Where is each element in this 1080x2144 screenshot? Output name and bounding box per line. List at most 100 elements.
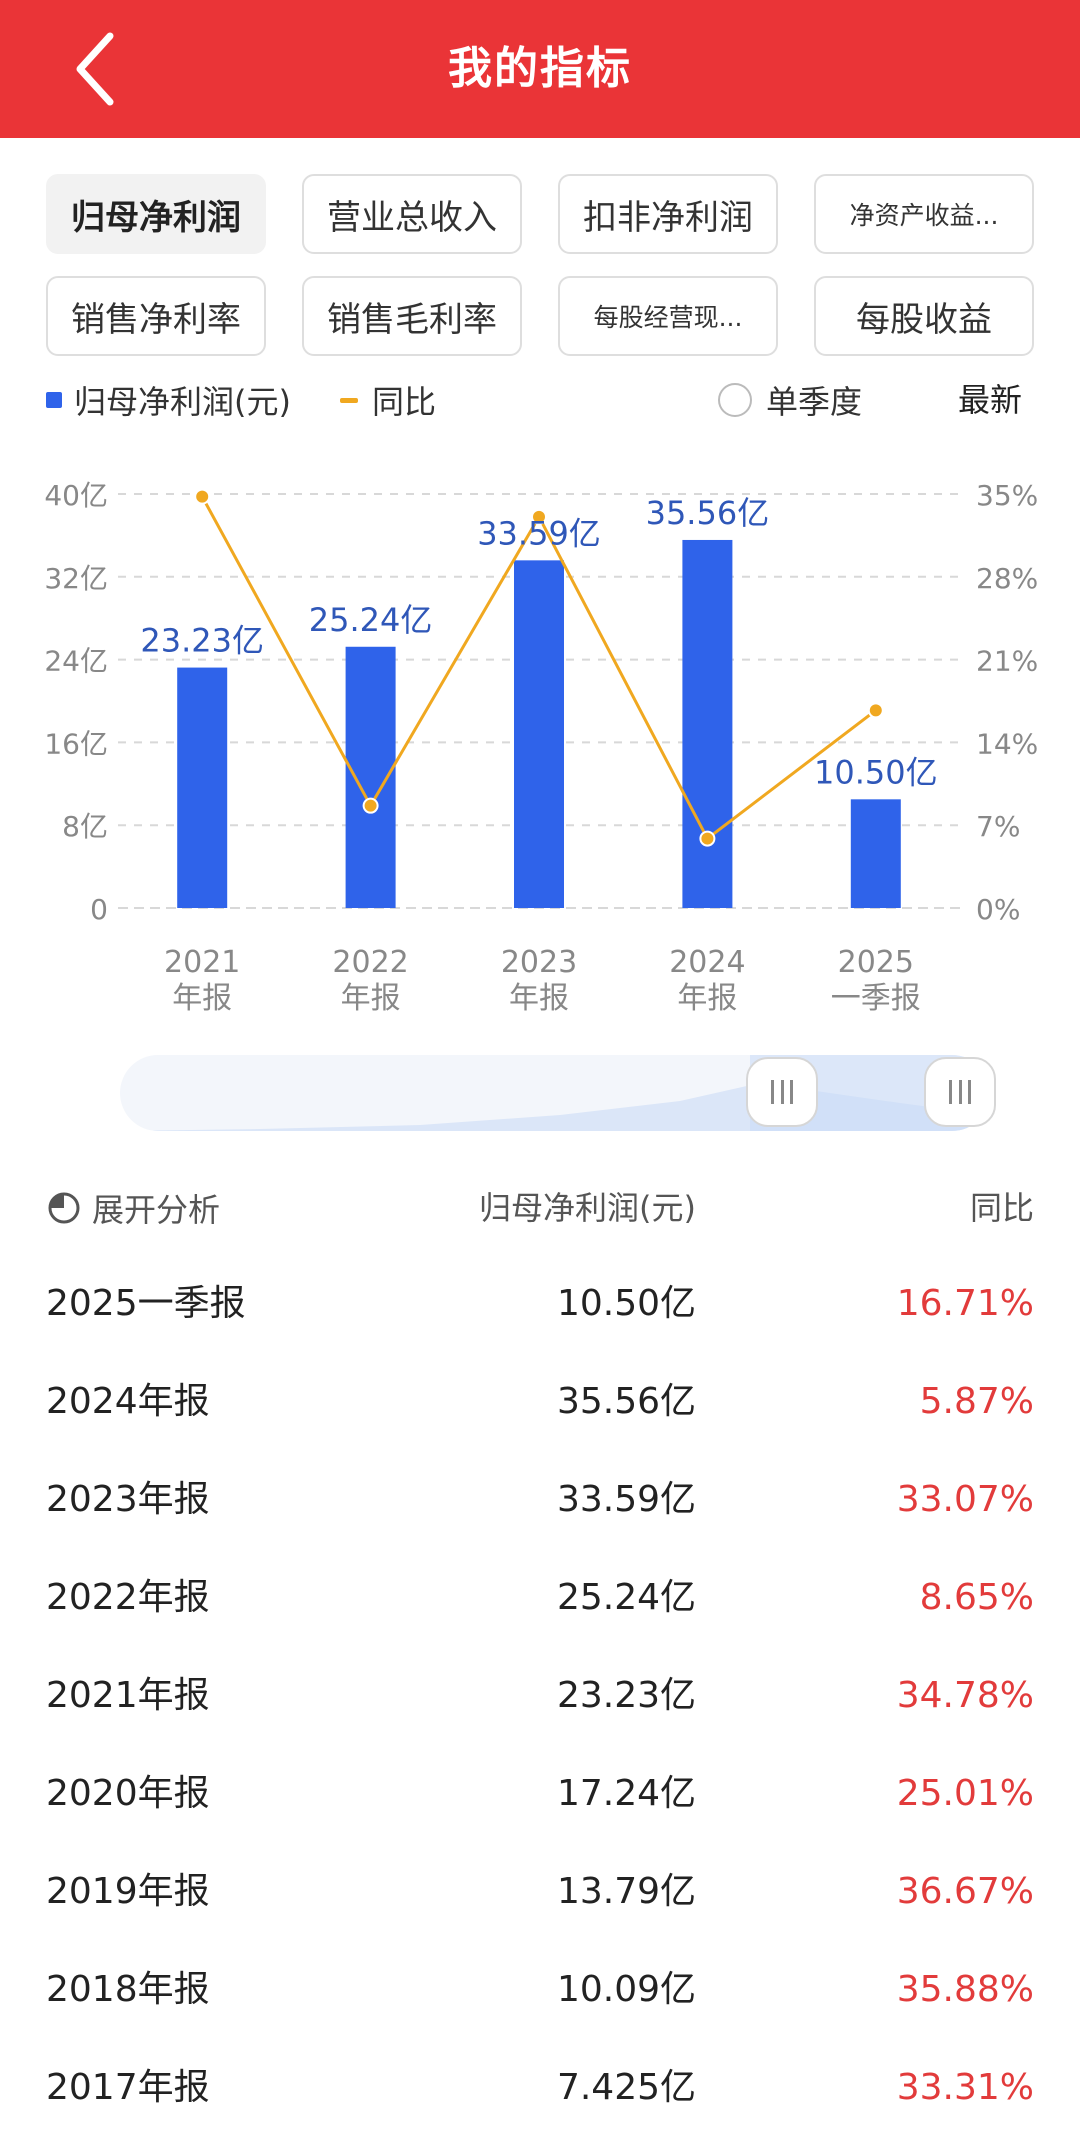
y-right-tick-label: 21% [976,645,1038,678]
radio-icon[interactable] [718,383,752,417]
table-header: 展开分析 归母净利润(元) 同比 [46,1178,1034,1238]
bar [514,560,564,908]
y-right-tick-label: 7% [976,810,1020,843]
table-row: 2019年报 13.79亿 36.67% [46,1852,1034,1932]
data-label: 23.23亿 [140,622,264,660]
single-quarter-label: 单季度 [766,383,863,421]
slider-right-handle[interactable] [924,1057,996,1127]
y-left-tick-label: 8亿 [62,810,108,843]
x-tick-label: 2025 [838,945,914,980]
x-tick-sublabel: 一季报 [831,981,921,1016]
page-title: 我的指标 [448,43,632,94]
tab-eps[interactable]: 每股收益 [814,276,1034,356]
row-period: 2018年报 [46,1969,210,2010]
row-period: 2025一季报 [46,1283,246,1324]
row-value: 7.425亿 [556,2067,696,2108]
x-tick-label: 2022 [332,945,408,980]
chart-svg: 0 0% 8亿 7% 16亿 14% 24亿 21% 32亿 28% 40亿 35% 23.23亿 25.… [44,479,1038,1016]
row-yoy: 36.67% [896,1871,1034,1912]
data-label: 25.24亿 [309,601,433,639]
data-label: 35.56亿 [646,494,770,532]
tab-net-profit[interactable]: 归母净利润 [46,174,266,254]
row-period: 2017年报 [46,2067,210,2108]
row-yoy: 33.07% [896,1479,1034,1520]
bar [177,667,228,908]
row-value: 13.79亿 [556,1871,696,1912]
table-row: 2018年报 10.09亿 35.88% [46,1950,1034,2030]
row-period: 2023年报 [46,1479,210,1520]
row-value: 25.24亿 [556,1577,696,1618]
column-header-value: 归母净利润(元) [479,1189,696,1227]
y-right-tick-label: 28% [976,562,1038,595]
row-yoy: 33.31% [896,2067,1034,2108]
latest-button[interactable]: 最新 [957,381,1022,419]
row-yoy: 16.71% [896,1283,1034,1324]
data-label: 33.59亿 [477,514,601,552]
table-row: 2023年报 33.59亿 33.07% [46,1460,1034,1540]
legend-line: 同比 [340,372,436,428]
table-row: 2020年报 17.24亿 25.01% [46,1754,1034,1834]
column-header-yoy: 同比 [969,1189,1034,1227]
x-tick-sublabel: 年报 [172,981,232,1016]
table-row: 2021年报 23.23亿 34.78% [46,1656,1034,1736]
table-row: 2024年报 35.56亿 5.87% [46,1362,1034,1442]
y-right-tick-label: 14% [976,727,1038,760]
row-yoy: 5.87% [919,1381,1034,1422]
x-tick-label: 2021 [164,945,240,980]
tab-operating-cashflow-per-share[interactable]: 每股经营现... [558,276,778,356]
row-yoy: 8.65% [919,1577,1034,1618]
row-value: 33.59亿 [556,1479,696,1520]
row-value: 35.56亿 [556,1381,696,1422]
row-period: 2021年报 [46,1675,210,1716]
data-label: 10.50亿 [814,753,938,791]
tab-deducted-net-profit[interactable]: 扣非净利润 [558,174,778,254]
tab-net-margin[interactable]: 销售净利率 [46,276,266,356]
line-point [867,702,884,719]
row-period: 2020年报 [46,1773,210,1814]
table-row: 2017年报 7.425亿 33.31% [46,2048,1034,2128]
line-point [699,830,716,847]
x-tick-sublabel: 年报 [341,981,401,1016]
profit-chart: 0 0% 8亿 7% 16亿 14% 24亿 21% 32亿 28% 40亿 35% 23.23亿 25.… [0,440,1080,1040]
row-period: 2019年报 [46,1871,210,1912]
tab-gross-margin[interactable]: 销售毛利率 [302,276,522,356]
line-legend-swatch [340,397,358,403]
line-point [531,508,547,525]
line-point [194,488,211,505]
y-left-tick-label: 40亿 [44,479,108,512]
y-left-tick-label: 16亿 [44,727,108,760]
expand-analysis-label: 展开分析 [92,1191,221,1229]
back-button[interactable] [58,24,138,114]
bar [682,539,733,908]
x-tick-label: 2024 [669,945,745,980]
row-yoy: 34.78% [896,1675,1034,1716]
slider-area-preview [120,1055,990,1131]
x-tick-label: 2023 [501,945,577,980]
grip-icon [949,1080,971,1104]
range-slider[interactable] [120,1055,996,1131]
expand-analysis-button[interactable]: 展开分析 [46,1178,220,1238]
x-tick-sublabel: 年报 [509,981,569,1016]
row-value: 10.09亿 [556,1969,696,2010]
tab-total-revenue[interactable]: 营业总收入 [302,174,522,254]
legend-bar-label: 归母净利润(元) [74,383,291,421]
row-value: 10.50亿 [556,1283,696,1324]
legend-row: 归母净利润(元) 同比 单季度 最新 [46,372,1036,428]
legend-bar: 归母净利润(元) [46,372,291,428]
pie-chart-icon [48,1192,80,1224]
y-left-tick-label: 32亿 [44,562,108,595]
legend-line-label: 同比 [372,383,437,421]
slider-track [120,1055,990,1131]
table-row: 2022年报 25.24亿 8.65% [46,1558,1034,1638]
row-yoy: 35.88% [896,1969,1034,2010]
y-right-tick-label: 35% [976,479,1038,512]
row-value: 17.24亿 [556,1773,696,1814]
row-period: 2022年报 [46,1577,210,1618]
line-point [362,797,379,814]
slider-left-handle[interactable] [746,1057,818,1127]
row-value: 23.23亿 [556,1675,696,1716]
row-period: 2024年报 [46,1381,210,1422]
single-quarter-toggle[interactable]: 单季度 [718,372,862,428]
grip-icon [771,1080,793,1104]
tab-roe[interactable]: 净资产收益... [814,174,1034,254]
